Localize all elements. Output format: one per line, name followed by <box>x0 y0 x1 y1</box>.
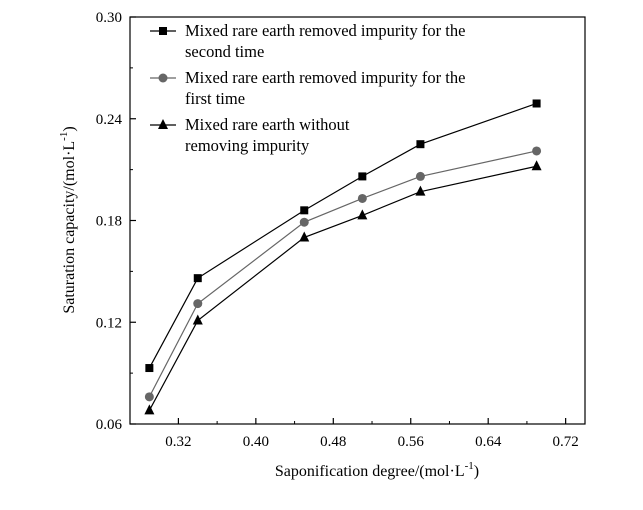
x-tick-label: 0.32 <box>165 434 191 450</box>
x-tick-label: 0.56 <box>398 434 425 450</box>
axis-ticks: 0.32 0.40 0.48 0.56 0.64 0.72 0.06 0.12 0.18 0.24… <box>96 10 579 450</box>
legend-marker-1 <box>159 27 167 35</box>
y-axis-title-sup: -1 <box>58 132 70 141</box>
legend-label-2: first time <box>185 89 245 108</box>
data-point-series-3 <box>192 314 203 325</box>
data-point-series-3 <box>415 185 426 196</box>
data-point-series-1 <box>532 99 541 108</box>
x-axis-title-main: Saponification degree/(mol·L <box>275 463 465 480</box>
x-axis-title: Saponification degree/(mol·L-1) <box>275 460 479 480</box>
data-point-series-3 <box>357 209 368 220</box>
legend-label-3: removing impurity <box>185 136 310 155</box>
data-point-series-1 <box>416 140 425 149</box>
x-tick-label: 0.72 <box>553 434 579 450</box>
legend-marker-3 <box>158 119 168 129</box>
series-markers <box>144 99 542 415</box>
legend-label-2: Mixed rare earth removed impurity for th… <box>185 68 465 87</box>
data-point-series-3 <box>144 404 155 415</box>
data-point-series-2 <box>193 299 203 309</box>
data-point-series-1 <box>145 364 154 373</box>
data-point-series-2 <box>299 217 309 227</box>
series-line-2 <box>148 150 537 398</box>
data-point-series-3 <box>299 231 310 242</box>
y-axis-title-tail: ) <box>61 126 78 131</box>
x-tick-label: 0.40 <box>243 434 269 450</box>
series-line-1 <box>148 102 537 369</box>
data-point-series-2 <box>532 146 542 156</box>
y-tick-label: 0.12 <box>96 315 122 331</box>
y-axis-title: Saturation capacity/(mol·L-1) <box>58 126 78 313</box>
data-point-series-1 <box>358 172 367 181</box>
y-tick-label: 0.24 <box>96 112 123 128</box>
x-axis-title-sup: -1 <box>465 460 474 472</box>
series-lines <box>148 102 537 411</box>
y-tick-label: 0.30 <box>96 10 122 26</box>
legend: Mixed rare earth removed impurity for th… <box>150 21 465 155</box>
data-point-series-2 <box>144 392 154 402</box>
legend-marker-2 <box>158 73 168 83</box>
legend-label-1: second time <box>185 42 264 61</box>
data-point-series-1 <box>193 274 202 283</box>
y-tick-label: 0.06 <box>96 417 123 433</box>
data-point-series-2 <box>357 193 367 203</box>
data-point-series-1 <box>300 206 309 215</box>
legend-label-3: Mixed rare earth without <box>185 115 350 134</box>
data-point-series-3 <box>531 160 542 171</box>
x-tick-label: 0.64 <box>475 434 502 450</box>
x-axis-title-tail: ) <box>474 463 479 480</box>
legend-label-1: Mixed rare earth removed impurity for th… <box>185 21 465 40</box>
x-tick-label: 0.48 <box>320 434 346 450</box>
y-axis-title-main: Saturation capacity/(mol·L <box>61 141 78 314</box>
data-point-series-2 <box>415 171 425 181</box>
series-line-3 <box>148 165 537 411</box>
y-tick-label: 0.18 <box>96 214 122 230</box>
